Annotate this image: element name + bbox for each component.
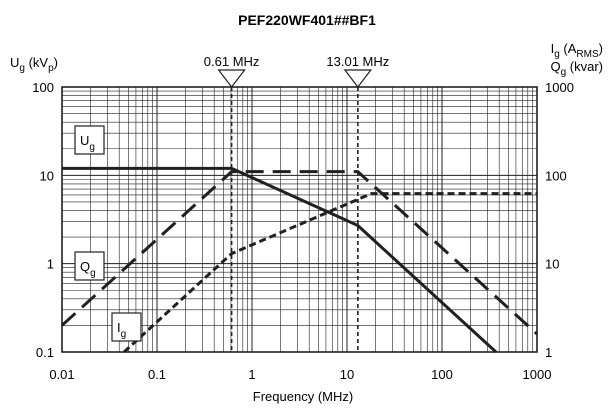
- frequency-marker-triangle: [345, 70, 371, 87]
- y-tick-label-right: 100: [545, 168, 567, 183]
- plot-frame: [62, 87, 537, 352]
- frequency-marker-label: 0.61 MHz: [204, 54, 260, 69]
- y-tick-label-left: 10: [40, 168, 54, 183]
- x-axis-title: Frequency (MHz): [253, 389, 353, 404]
- chart-title: PEF220WF401##BF1: [238, 12, 376, 28]
- y-tick-label-left: 1: [47, 257, 54, 272]
- series-label-qg: Qg: [75, 252, 104, 280]
- x-tick-label: 0.01: [49, 367, 74, 382]
- series-label-layer: Ug Qg Ig: [75, 126, 141, 341]
- y-tick-label-left: 100: [32, 80, 54, 95]
- y-tick-label-right: 10: [545, 257, 559, 272]
- frequency-marker-label: 13.01 MHz: [326, 54, 389, 69]
- grid: [62, 87, 537, 352]
- y-tick-label-right: 1000: [545, 80, 574, 95]
- y-axis-title-right-qg: Qg (kvar): [550, 59, 603, 78]
- y-axis-title-left: Ug (kVp): [10, 55, 58, 74]
- marker-layer: 0.61 MHz 13.01 MHz: [204, 54, 390, 352]
- y-tick-label-right: 1: [545, 345, 552, 360]
- x-tick-label: 10: [340, 367, 354, 382]
- series-line-ig: [124, 194, 537, 352]
- x-tick-label: 1: [248, 367, 255, 382]
- series-label-ig: Ig: [112, 313, 141, 341]
- series-label-ug: Ug: [75, 126, 104, 154]
- x-tick-label: 1000: [523, 367, 552, 382]
- x-tick-label: 0.1: [148, 367, 166, 382]
- x-tick-label: 100: [431, 367, 453, 382]
- y-axis-title-right-ig: Ig (ARMS): [551, 41, 603, 60]
- frequency-marker-triangle: [219, 70, 245, 87]
- y-tick-label-left: 0.1: [36, 345, 54, 360]
